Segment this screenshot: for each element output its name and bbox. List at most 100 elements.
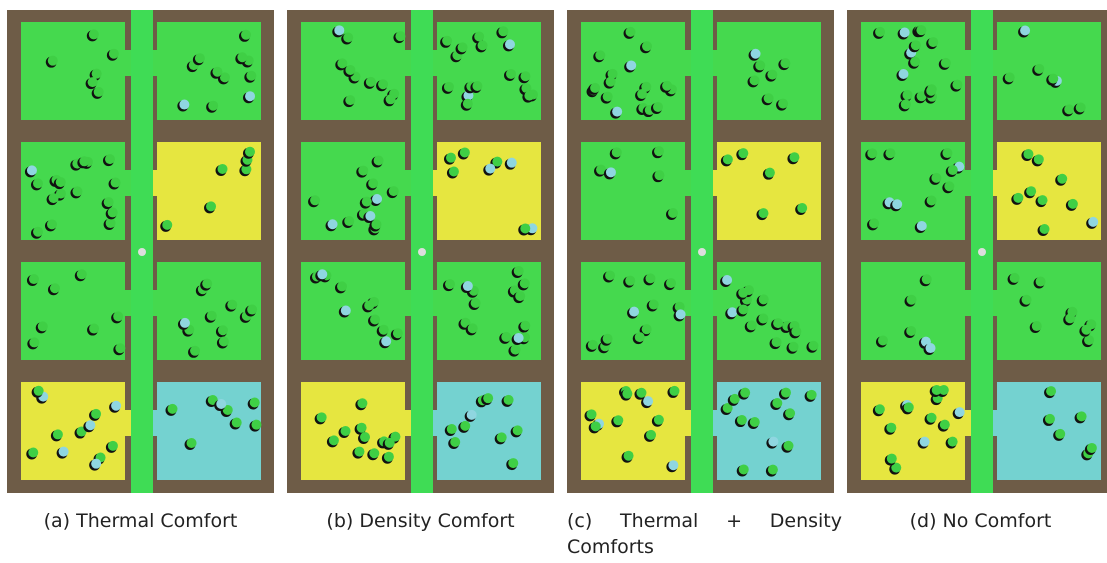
agent (33, 227, 43, 237)
agent (901, 99, 911, 109)
agent (49, 193, 59, 203)
agent (645, 273, 655, 283)
agent (108, 207, 118, 217)
agent (653, 102, 663, 112)
agent (789, 152, 799, 162)
agent (515, 291, 525, 301)
agent (646, 430, 656, 440)
agent (218, 164, 228, 174)
agent (237, 52, 247, 62)
agent (955, 407, 965, 417)
agent (606, 167, 616, 177)
agent (33, 178, 43, 188)
agent (920, 437, 930, 447)
agent (878, 335, 888, 345)
agent (668, 460, 678, 470)
agent (926, 343, 936, 353)
agent (85, 420, 95, 430)
agent (926, 86, 936, 96)
agent (869, 218, 879, 228)
agent (468, 323, 478, 333)
agent (108, 441, 118, 451)
agent (498, 26, 508, 36)
agent (247, 305, 257, 315)
agent (91, 459, 101, 469)
agent (904, 402, 914, 412)
agent (317, 412, 327, 422)
agent (910, 57, 920, 67)
agent (450, 437, 460, 447)
agent (867, 148, 877, 158)
agent (393, 328, 403, 338)
agent (104, 197, 114, 207)
agent (738, 148, 748, 158)
agent (739, 464, 749, 474)
caption: (b) Density Comfort (287, 508, 554, 534)
agent (612, 147, 622, 157)
agent (50, 283, 60, 293)
agent (53, 429, 63, 439)
agent (449, 166, 459, 176)
room (997, 142, 1101, 240)
doorway (399, 170, 413, 196)
doorway (399, 410, 413, 436)
agent (1023, 149, 1033, 159)
agent (474, 31, 484, 41)
agent (368, 178, 378, 188)
agent (34, 386, 44, 396)
agent (922, 274, 932, 284)
agent (520, 71, 530, 81)
doorway (959, 290, 973, 316)
room (861, 262, 965, 360)
agent (202, 279, 212, 289)
agent (514, 333, 524, 343)
agent (395, 31, 405, 41)
agent (626, 27, 636, 37)
figure-page: (a) Thermal Comfort (b) Density Comfort … (0, 0, 1107, 563)
exit-marker (418, 248, 426, 256)
agent (463, 99, 473, 109)
agent (1038, 195, 1048, 205)
agent (772, 337, 782, 347)
agent (758, 314, 768, 324)
agent (755, 60, 765, 70)
agent (378, 79, 388, 89)
agent (1077, 411, 1087, 421)
agent (587, 409, 597, 419)
agent (649, 300, 659, 310)
agent (458, 42, 468, 52)
agent (772, 398, 782, 408)
agent (1034, 154, 1044, 164)
agent (780, 58, 790, 68)
agent (932, 385, 942, 395)
agent (941, 58, 951, 68)
caption: (d) No Comfort (847, 508, 1107, 534)
agent (1036, 277, 1046, 287)
agent (635, 332, 645, 342)
agent (723, 154, 733, 164)
agent (329, 435, 339, 445)
room (21, 22, 125, 120)
doorway (959, 50, 973, 76)
agent (111, 401, 121, 411)
agent (460, 421, 470, 431)
agent (590, 83, 600, 93)
room (437, 262, 541, 360)
agent (789, 342, 799, 352)
agent (1081, 325, 1091, 335)
agent (520, 321, 530, 331)
agent (520, 223, 530, 233)
agent (109, 49, 119, 59)
agent (738, 288, 748, 298)
agent (56, 177, 66, 187)
agent (907, 295, 917, 305)
agent (1046, 386, 1056, 396)
exit-marker (978, 248, 986, 256)
agent (507, 158, 517, 168)
agent (931, 173, 941, 183)
agent (59, 447, 69, 457)
agent (245, 91, 255, 101)
agent (195, 53, 205, 63)
agent (501, 332, 511, 342)
agent (886, 423, 896, 433)
